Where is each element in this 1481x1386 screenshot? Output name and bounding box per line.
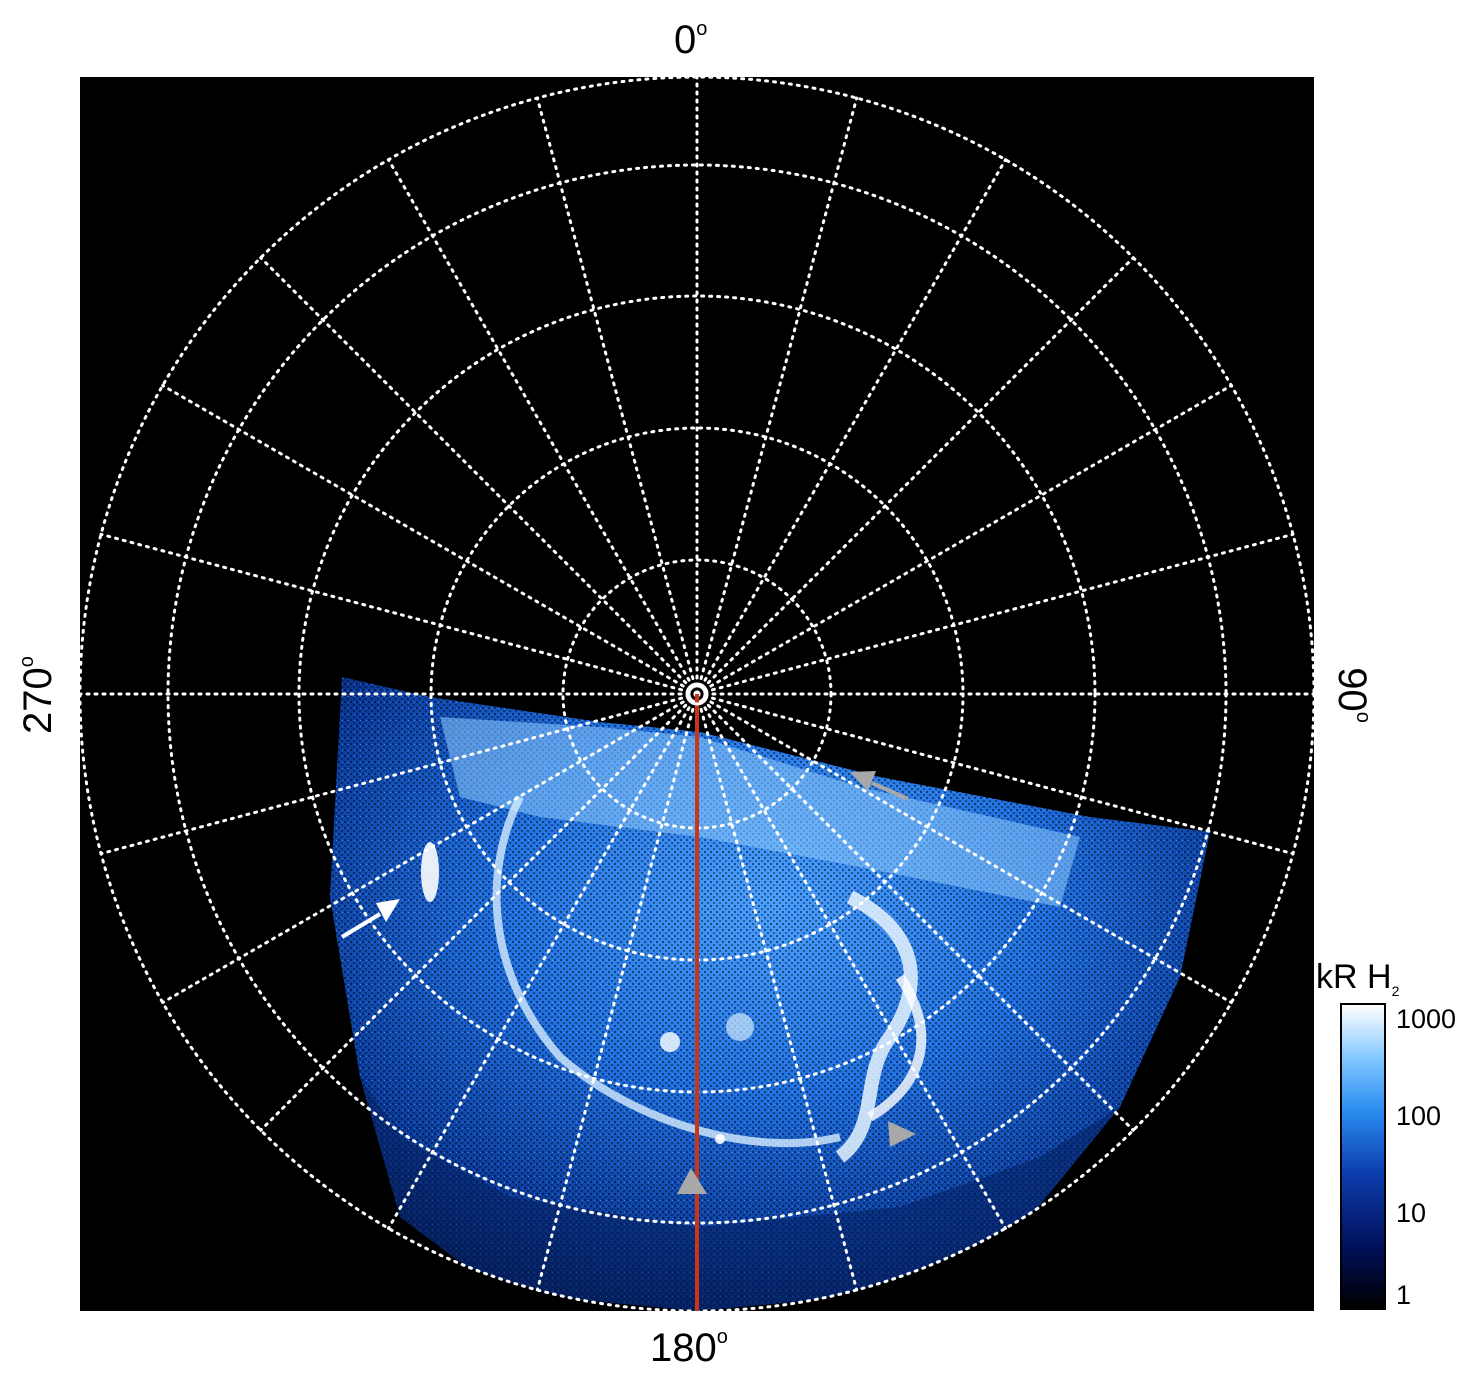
longitude-line xyxy=(695,384,1233,696)
aurora-emission-region xyxy=(330,677,1210,1311)
longitude-line xyxy=(695,532,1295,696)
polar-projection-panel xyxy=(80,77,1314,1311)
longitude-line xyxy=(387,158,699,696)
gray-arrowhead-right-icon xyxy=(888,1121,916,1147)
longitude-label-270: 270o xyxy=(15,656,60,734)
longitude-line xyxy=(695,692,1135,1132)
longitude-line xyxy=(99,692,699,856)
polar-plot-svg xyxy=(80,77,1314,1311)
longitude-line xyxy=(99,532,699,696)
longitude-line xyxy=(695,692,1233,1004)
longitude-line xyxy=(695,692,1007,1230)
gray-arrow-upper-right-icon xyxy=(850,771,909,801)
longitude-label-0: 0o xyxy=(674,17,708,62)
colorbar-tick-100: 100 xyxy=(1396,1101,1442,1131)
longitude-label-90: 90o xyxy=(1330,667,1375,723)
longitude-line xyxy=(695,158,1007,696)
longitude-label-180: 180o xyxy=(650,1325,728,1370)
colorbar-tick-1: 1 xyxy=(1396,1280,1412,1310)
longitude-line xyxy=(535,692,699,1292)
longitude-line xyxy=(161,384,699,696)
longitude-line xyxy=(695,96,859,696)
longitude-line xyxy=(161,692,699,1004)
longitude-line xyxy=(535,96,699,696)
longitude-line xyxy=(387,692,699,1230)
colorbar-tick-1000: 1000 xyxy=(1396,1004,1457,1034)
longitude-line xyxy=(259,692,699,1132)
colorbar-tick-10: 10 xyxy=(1396,1198,1427,1228)
colorbar xyxy=(1340,1003,1386,1310)
white-arrow-left-icon xyxy=(340,899,400,939)
gray-arrowhead-up-icon xyxy=(677,1168,707,1194)
longitude-line xyxy=(259,256,699,696)
colorbar-title: kR H2 xyxy=(1316,958,1400,999)
longitude-line xyxy=(695,692,1295,856)
longitude-line xyxy=(695,692,859,1292)
pole-marker-icon xyxy=(685,682,709,706)
longitude-line xyxy=(695,256,1135,696)
